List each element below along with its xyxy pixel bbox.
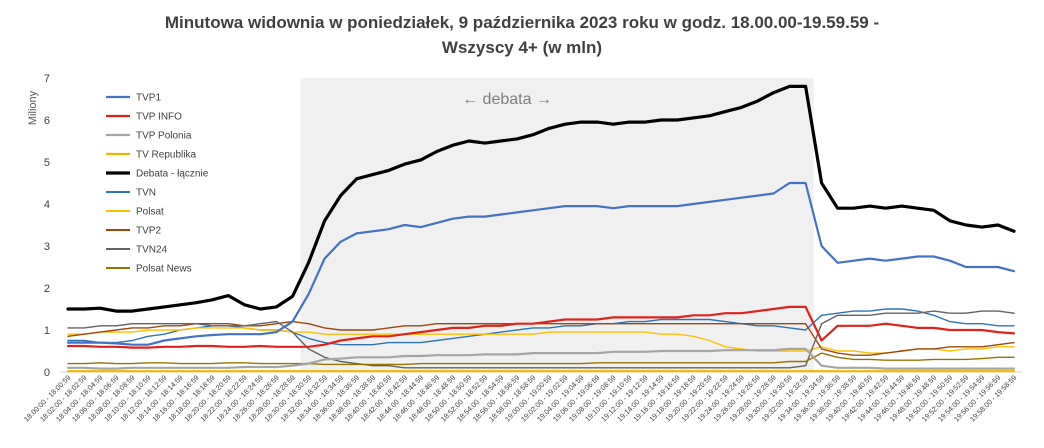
legend: TVP1 TVP INFO TVP Polonia TV Republika Debat… (106, 93, 209, 275)
y-tick-label: 7 (44, 73, 50, 85)
y-tick-label: 4 (44, 199, 50, 211)
series-line-polsat-news (67, 352, 1015, 366)
series-line-debata-łącznie (66, 84, 1016, 313)
series-line-tvn24 (67, 310, 1015, 369)
legend-entry: Polsat News (136, 264, 192, 275)
y-tick-label: 5 (44, 157, 50, 169)
y-tick-label: 3 (44, 241, 50, 253)
y-tick-label: 1 (44, 325, 50, 337)
legend-entry: Debata - łącznie (136, 169, 209, 180)
legend-entry: TVP2 (136, 226, 161, 237)
legend-entry: TVN (136, 188, 156, 199)
series-line-polsat (67, 327, 1015, 354)
legend-entry: Polsat (136, 207, 164, 218)
legend-entry: TVN24 (136, 245, 168, 256)
debate-highlight-region (300, 78, 814, 372)
series-lines (66, 84, 1016, 373)
y-axis-ticks: 0 1 2 3 4 5 6 7 (44, 73, 50, 379)
series-line-tvp-info (66, 305, 1016, 349)
chart-title-line-1: Minutowa widownia w poniedziałek, 9 paźd… (164, 13, 880, 32)
chart-title: Minutowa widownia w poniedziałek, 9 paźd… (0, 10, 1044, 60)
y-tick-label: 0 (44, 367, 50, 379)
y-axis-label: Miliony (27, 90, 39, 125)
legend-entry: TV Republika (136, 150, 196, 161)
y-tick-label: 2 (44, 283, 50, 295)
legend-entry: TVP INFO (136, 112, 182, 123)
series-line-tvp-polonia (66, 347, 1016, 370)
series-line-tvp1 (66, 181, 1016, 346)
legend-entry: TVP Polonia (136, 131, 192, 142)
chart-title-line-2: Wszyscy 4+ (w mln) (441, 38, 603, 57)
y-tick-label: 6 (44, 115, 50, 127)
debate-annotation: ← debata → (462, 91, 552, 108)
legend-entry: TVP1 (136, 93, 161, 104)
